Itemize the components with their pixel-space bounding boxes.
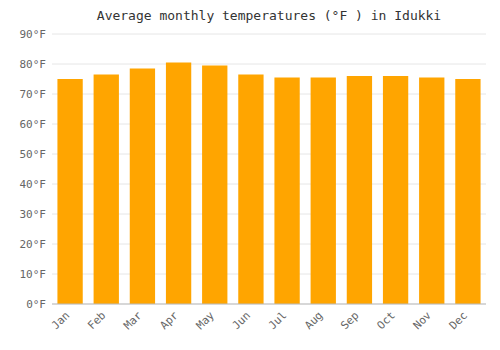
bar bbox=[166, 63, 191, 305]
y-tick-label: 10°F bbox=[20, 268, 47, 281]
x-tick-label: Jul bbox=[266, 309, 289, 332]
x-tick-label: Jan bbox=[49, 309, 72, 332]
bar bbox=[383, 76, 408, 304]
x-tick-label: Nov bbox=[411, 309, 435, 333]
title: Average monthly temperatures (°F ) in Id… bbox=[97, 8, 441, 23]
y-tick-label: 0°F bbox=[26, 298, 46, 311]
y-tick-label: 60°F bbox=[20, 118, 47, 131]
grid-line bbox=[52, 34, 486, 35]
bar bbox=[57, 79, 82, 304]
bar bbox=[455, 79, 480, 304]
y-tick-label: 20°F bbox=[20, 238, 47, 251]
y-tick-label: 50°F bbox=[20, 148, 47, 161]
x-tick-label: Mar bbox=[121, 309, 145, 333]
bar bbox=[238, 75, 263, 305]
x-tick-label: Dec bbox=[447, 309, 470, 332]
bar bbox=[130, 69, 155, 305]
chart: Average monthly temperatures (°F ) in Id… bbox=[0, 0, 500, 350]
x-tick-label: Aug bbox=[302, 309, 325, 332]
y-tick-label: 40°F bbox=[20, 178, 47, 191]
x-tick-label: Feb bbox=[85, 309, 108, 332]
x-tick-label: Apr bbox=[157, 309, 181, 333]
bars bbox=[57, 63, 480, 305]
bar bbox=[419, 78, 444, 305]
y-tick-label: 80°F bbox=[20, 58, 47, 71]
bar bbox=[94, 75, 119, 305]
grid-line bbox=[52, 64, 486, 65]
y-tick-label: 90°F bbox=[20, 28, 47, 41]
x-tick-label: Oct bbox=[374, 309, 397, 332]
bar bbox=[274, 78, 299, 305]
grid bbox=[52, 34, 486, 304]
grid-line bbox=[52, 304, 486, 305]
x-tick-label: May bbox=[194, 309, 218, 333]
y-tick-label: 30°F bbox=[20, 208, 47, 221]
x-tick-label: Sep bbox=[338, 309, 361, 332]
y-tick-label: 70°F bbox=[20, 88, 47, 101]
bar bbox=[347, 76, 372, 304]
bar bbox=[311, 78, 336, 305]
x-axis bbox=[52, 304, 486, 305]
bar bbox=[202, 66, 227, 305]
x-tick-label: Jun bbox=[230, 309, 253, 332]
